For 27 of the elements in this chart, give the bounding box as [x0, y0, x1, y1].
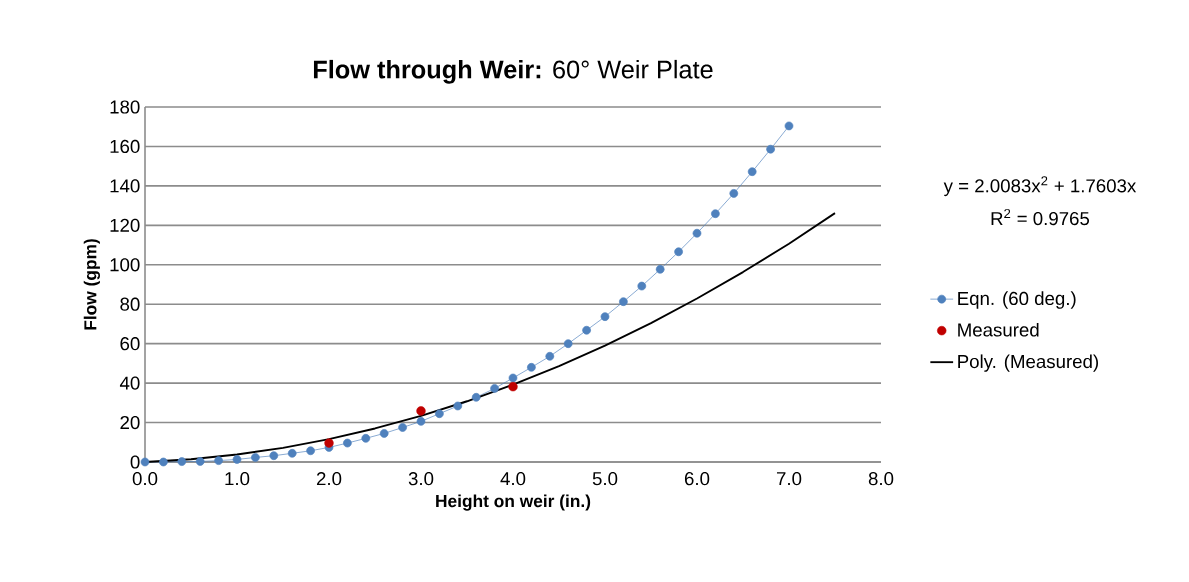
- text: R$^{2}$ = 0.9765: [991, 208, 1090, 226]
- y-tick-label: 180: [110, 100, 140, 114]
- x-tick-label: 0.0: [132, 472, 158, 486]
- y-tick-label: 160: [110, 139, 140, 154]
- legend-label: Eqn. (60 deg.): [958, 291, 1076, 309]
- x-tick-label: 6.0: [684, 472, 710, 486]
- text: y = 2.0083x$^{2}$ + 1.7603x: [943, 176, 1137, 197]
- y-tick-label: 0: [130, 455, 140, 469]
- y-tick-label: 40: [119, 376, 140, 390]
- x-tick-label: 2.0: [316, 472, 342, 486]
- legend-label: Poly. (Measured): [958, 354, 1099, 372]
- y-tick-label: 100: [110, 258, 140, 272]
- x-tick-label: 3.0: [408, 472, 434, 486]
- x-tick-label: 5.0: [592, 472, 618, 486]
- x-axis-title: Height on weir (in.): [436, 494, 591, 511]
- x-tick-label: 1.0: [225, 472, 250, 486]
- x-tick-label: 4.0: [500, 472, 526, 486]
- legend-label: Measured: [958, 322, 1039, 337]
- y-tick-label: 120: [110, 218, 140, 232]
- x-tick-label: 7.0: [776, 472, 802, 486]
- y-tick-label: 140: [110, 179, 140, 193]
- y-axis-title: Flow (gpm): [83, 239, 100, 330]
- chart-title: Flow through Weir: 60° Weir Plate: [313, 59, 713, 84]
- y-tick-label: 20: [120, 415, 140, 430]
- y-tick-label: 60: [120, 337, 140, 351]
- x-tick-label: 8.0: [868, 472, 894, 486]
- y-tick-label: 80: [120, 297, 140, 311]
